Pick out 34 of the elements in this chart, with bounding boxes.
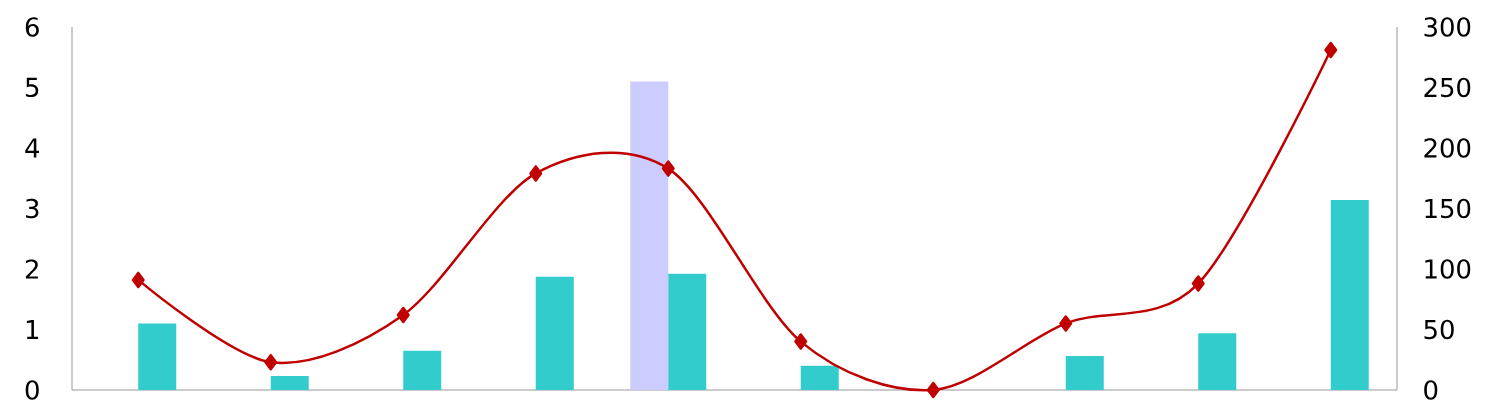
y2-tick-label: 150 <box>1425 198 1471 219</box>
point <box>926 381 940 399</box>
bar <box>668 273 707 390</box>
point <box>1324 41 1338 59</box>
point <box>661 160 675 177</box>
bar <box>1198 333 1237 390</box>
bar <box>1065 356 1104 390</box>
y-tick-label: 2 <box>25 259 38 279</box>
y-tick-label: 4 <box>25 138 40 158</box>
point <box>794 333 808 350</box>
y-tick-label: 0 <box>25 380 39 400</box>
y2-tick-label: 250 <box>1424 77 1471 98</box>
point <box>396 306 410 324</box>
y-tick-label: 3 <box>25 198 39 219</box>
bar <box>535 276 574 390</box>
point <box>529 165 543 182</box>
bar <box>403 350 442 390</box>
point <box>131 271 145 289</box>
bar <box>270 376 309 390</box>
y2-tick-label: 50 <box>1424 319 1454 340</box>
y2-tick-label: 0 <box>1424 380 1438 400</box>
point <box>1191 275 1205 292</box>
y-tick-label: 6 <box>25 17 39 37</box>
y2-tick-label: 100 <box>1425 259 1471 279</box>
bar <box>1330 200 1369 390</box>
bar <box>138 323 177 390</box>
y-tick-label: 5 <box>26 77 39 98</box>
y-tick-label: 1 <box>26 320 39 339</box>
point <box>264 353 278 371</box>
point <box>1059 315 1073 332</box>
bar <box>630 81 669 390</box>
y2-tick-label: 300 <box>1424 17 1471 37</box>
y2-tick-label: 200 <box>1424 138 1471 158</box>
bar <box>800 365 839 390</box>
